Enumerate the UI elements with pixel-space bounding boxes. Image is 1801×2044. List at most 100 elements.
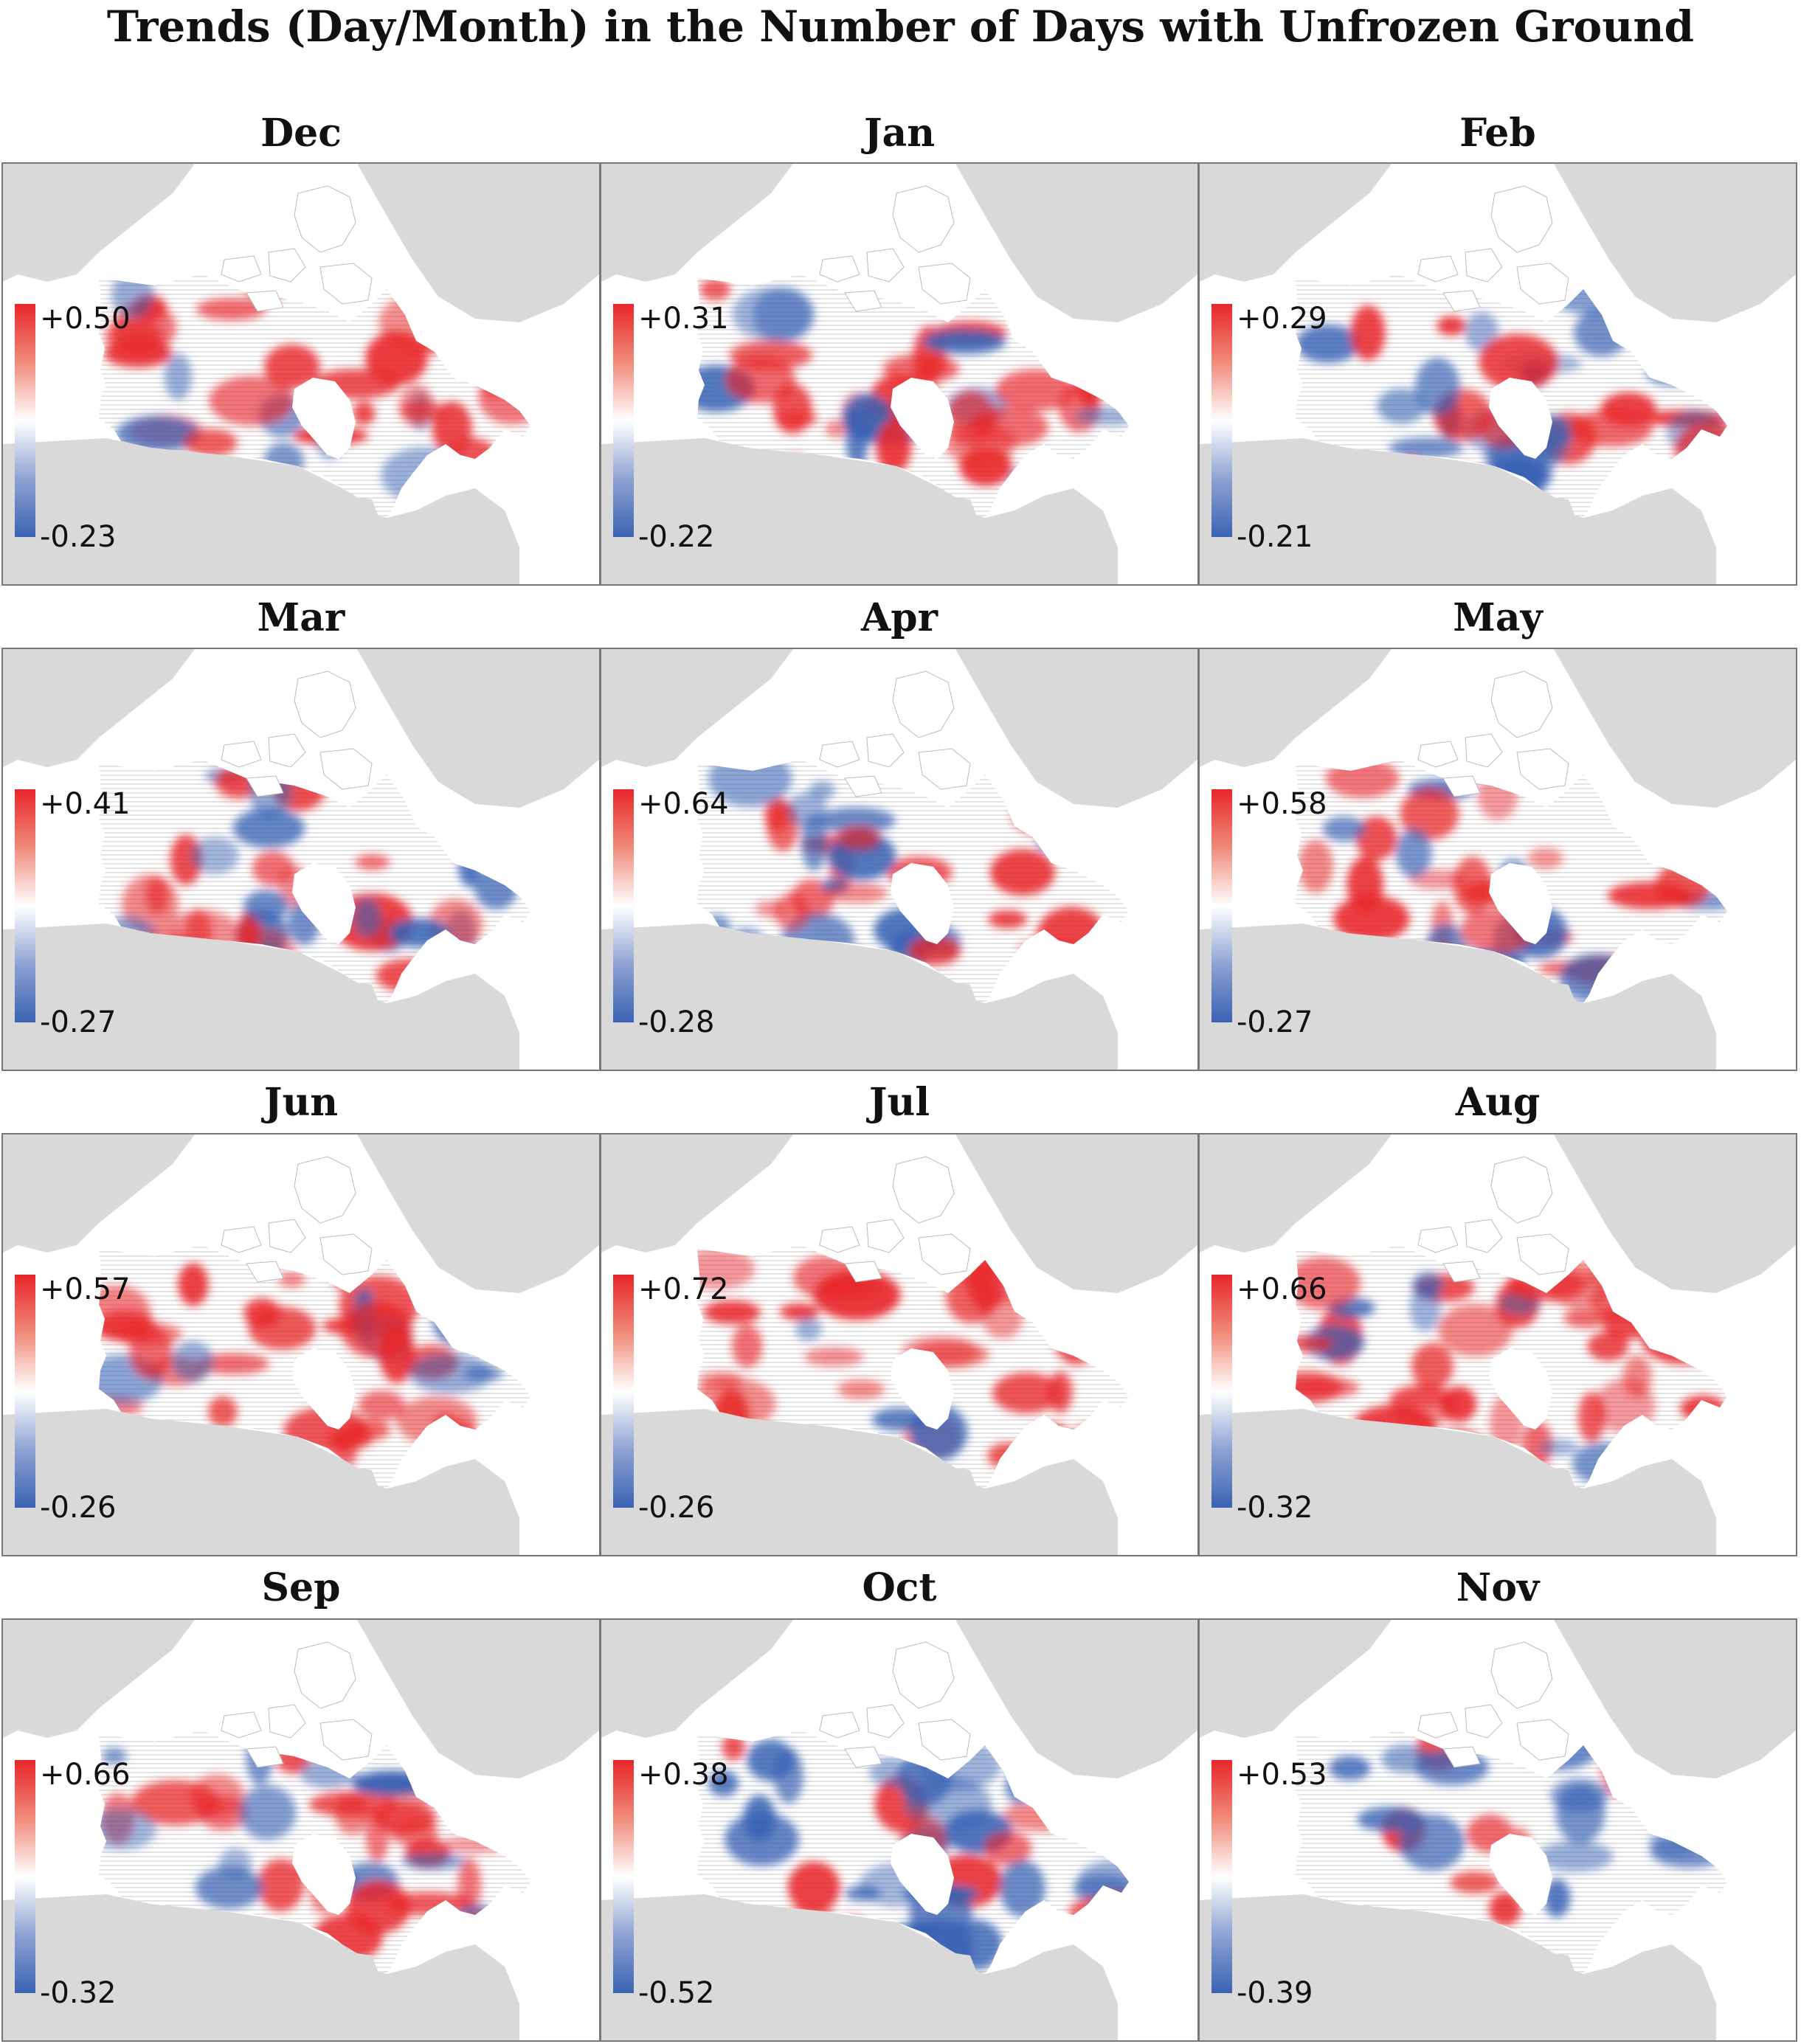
- positive-trend-area: [1569, 409, 1653, 447]
- negative-trend-area: [843, 393, 892, 441]
- negative-trend-area: [1538, 1840, 1614, 1872]
- colorbar-max-label: +0.66: [40, 1758, 131, 1792]
- canada-trend-map: [3, 649, 599, 1070]
- positive-trend-area: [340, 1302, 412, 1358]
- colorbar: [15, 1275, 35, 1508]
- panel-title-jul: Jul: [868, 1080, 930, 1125]
- positive-trend-area: [1298, 839, 1334, 893]
- canada-trend-map: [601, 164, 1197, 584]
- negative-trend-area: [1398, 1814, 1465, 1871]
- positive-trend-area: [803, 1347, 864, 1367]
- alaska-landmass: [3, 164, 195, 282]
- negative-trend-area: [1411, 1272, 1443, 1298]
- positive-trend-area: [813, 1269, 901, 1320]
- negative-trend-area: [195, 1866, 263, 1909]
- colorbar: [1211, 304, 1232, 537]
- colorbar-min-label: -0.52: [638, 1976, 715, 2010]
- arctic-island: [1490, 185, 1553, 253]
- panel-title-sep: Sep: [261, 1565, 341, 1610]
- colorbar-max-label: +0.29: [1237, 302, 1327, 336]
- positive-trend-area: [1479, 333, 1558, 390]
- arctic-island: [844, 290, 882, 312]
- colorbar-max-label: +0.38: [638, 1758, 729, 1792]
- positive-trend-area: [1296, 1257, 1361, 1310]
- positive-trend-area: [1527, 848, 1563, 870]
- arctic-island: [1465, 733, 1503, 768]
- negative-trend-area: [1322, 816, 1366, 842]
- arctic-island: [1490, 1156, 1553, 1224]
- iceland-landmass: [519, 686, 564, 716]
- negative-trend-area: [801, 813, 828, 871]
- positive-trend-area: [198, 1795, 248, 1831]
- hudson-bay: [891, 863, 954, 944]
- positive-trend-area: [178, 1263, 209, 1306]
- map-panel-apr: +0.64 -0.28: [600, 648, 1199, 1071]
- arctic-island: [1465, 248, 1503, 283]
- map-panel-jul: +0.72 -0.26: [600, 1133, 1199, 1556]
- arctic-island: [221, 741, 262, 768]
- map-panel-nov: +0.53 -0.39: [1198, 1618, 1797, 2042]
- colorbar-max-label: +0.57: [40, 1272, 131, 1306]
- negative-trend-area: [732, 287, 813, 341]
- usa-landmass: [1200, 438, 1716, 584]
- arctic-island: [918, 1719, 971, 1761]
- positive-trend-area: [988, 910, 1028, 929]
- positive-trend-area: [398, 384, 435, 428]
- canada-trend-map: [1200, 1620, 1796, 2040]
- positive-trend-area: [773, 893, 810, 930]
- alaska-landmass: [3, 649, 195, 767]
- negative-trend-area: [164, 353, 192, 401]
- map-panel-sep: +0.66 -0.32: [1, 1618, 601, 2042]
- positive-trend-area: [1488, 1892, 1521, 1926]
- colorbar-min-label: -0.26: [40, 1491, 117, 1525]
- positive-trend-area: [825, 420, 848, 438]
- positive-trend-area: [238, 910, 261, 952]
- hudson-bay: [1489, 1348, 1552, 1430]
- panel-title-mar: Mar: [257, 595, 345, 640]
- positive-trend-area: [208, 1396, 238, 1427]
- positive-trend-area: [196, 298, 266, 321]
- map-panel-oct: +0.38 -0.52: [600, 1618, 1199, 2042]
- negative-trend-area: [102, 1747, 127, 1764]
- positive-trend-area: [992, 1372, 1061, 1413]
- map-panel-jan: +0.31 -0.22: [600, 162, 1199, 586]
- alaska-landmass: [601, 1620, 793, 1738]
- colorbar: [1211, 1275, 1232, 1508]
- positive-trend-area: [390, 1820, 439, 1847]
- colorbar: [613, 1275, 634, 1508]
- canada-trend-map: [1200, 1134, 1796, 1555]
- arctic-island: [319, 1719, 373, 1761]
- alaska-landmass: [601, 164, 793, 282]
- negative-trend-area: [243, 890, 288, 922]
- positive-trend-area: [243, 1298, 280, 1328]
- colorbar: [1211, 1760, 1232, 1993]
- positive-trend-area: [946, 390, 996, 447]
- negative-trend-area: [218, 1848, 252, 1879]
- colorbar: [613, 1760, 634, 1993]
- positive-trend-area: [257, 1859, 304, 1912]
- iceland-landmass: [519, 1171, 564, 1201]
- alaska-landmass: [1200, 164, 1392, 282]
- arctic-island: [1465, 1704, 1503, 1739]
- colorbar-max-label: +0.66: [1237, 1272, 1327, 1306]
- alaska-landmass: [1200, 1134, 1392, 1253]
- positive-trend-area: [1347, 856, 1383, 912]
- alaska-landmass: [1200, 649, 1392, 767]
- usa-landmass: [1200, 1409, 1716, 1555]
- positive-trend-area: [457, 1857, 481, 1915]
- colorbar-min-label: -0.26: [638, 1491, 715, 1525]
- positive-trend-area: [365, 1807, 390, 1863]
- positive-trend-area: [989, 849, 1056, 895]
- positive-trend-area: [959, 446, 1012, 486]
- arctic-island: [268, 733, 306, 768]
- negative-trend-area: [795, 1317, 822, 1342]
- usa-landmass: [3, 438, 519, 584]
- negative-trend-area: [1076, 1860, 1129, 1904]
- arctic-island: [866, 1219, 905, 1253]
- positive-trend-area: [1296, 1371, 1342, 1404]
- arctic-island: [246, 290, 284, 312]
- canada-trend-map: [1200, 164, 1796, 584]
- arctic-island: [319, 1233, 373, 1275]
- positive-trend-area: [1587, 1331, 1629, 1361]
- canada-trend-map: [3, 164, 599, 584]
